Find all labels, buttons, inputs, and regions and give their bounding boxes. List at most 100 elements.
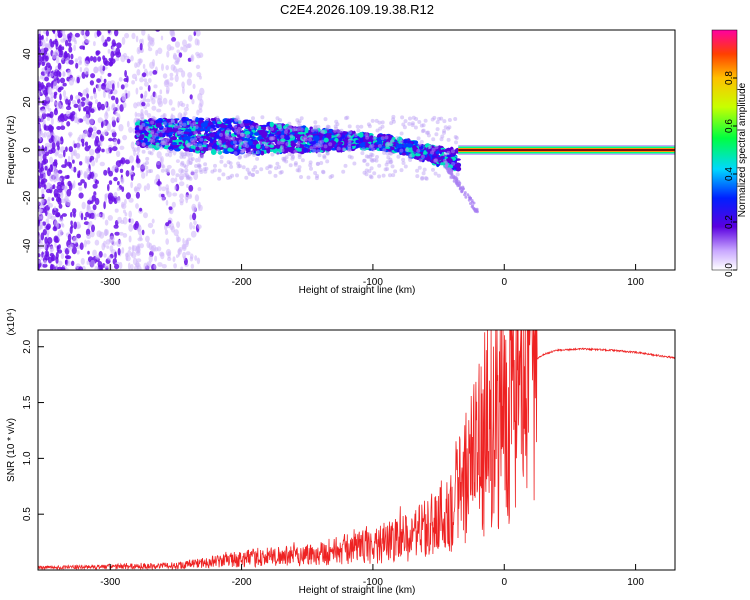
spectrogram-tail-cell [446,167,449,171]
spectrogram-noise-cell [78,60,82,66]
spectrogram-halo-cell [413,125,418,130]
spectrogram-halo-cell [147,169,152,174]
spectrogram-halo-cell [141,142,146,147]
spectrogram-band-cell [441,149,445,153]
spectrogram-band-cell [206,135,211,141]
spectrogram-noise-cell [90,55,94,62]
colorbar-tick-label: 0.2 [724,215,735,229]
spectrogram-noise-cell [89,171,92,179]
spectrogram-noise-cell [140,164,146,172]
spectrogram-halo-cell [247,172,252,177]
spectrogram-noise-cell [125,192,131,200]
spectrogram-noise-cell [175,41,180,48]
spectrogram-noise-cell [146,183,151,191]
spectrogram-noise-cell [79,45,85,50]
spectrogram-noise-cell [124,199,127,205]
spectrogram-noise-cell [197,39,200,46]
spectrogram-noise-cell [78,186,83,191]
spectrogram-noise-cell [85,211,90,218]
spectrogram-band-cell [233,149,240,156]
spectrogram-noise-cell [141,172,146,179]
spectrogram-halo-cell [275,161,280,166]
spectrogram-noise-cell [113,191,118,199]
spectrogram-band-cell [234,125,240,132]
spectrogram-noise-cell [147,47,153,52]
spectrogram-band-cell [272,147,279,154]
spectrogram-y-tick-label: -40 [22,238,33,253]
spectrogram-noise-cell [145,169,148,177]
spectrogram-band-cell [247,137,251,142]
spectrogram-halo-cell [149,169,154,173]
spectrogram-band-cell [194,135,202,141]
spectrogram-noise-cell [161,63,164,71]
spectrogram-halo-cell [277,123,282,127]
spectrogram-noise-cell [135,158,141,164]
spectrogram-noise-cell [169,30,175,36]
spectrogram-halo-cell [148,138,153,143]
spectrogram-noise-cell [57,145,60,151]
spectrogram-halo-cell [138,126,143,131]
spectrogram-band-cell [212,127,217,131]
spectrogram-band-cell [401,139,408,144]
spectrogram-noise-cell [107,256,112,261]
snr-x-tick-label: 100 [627,577,644,588]
spectrogram-halo-cell [233,151,238,156]
spectrogram-noise-cell [95,50,100,56]
spectrogram-noise-cell [111,83,115,91]
spectrogram-noise-cell [165,65,169,71]
spectrogram-halo-cell [415,174,420,179]
spectrogram-noise-cell [139,86,143,91]
spectrogram-noise-cell [53,91,58,96]
spectrogram-noise-cell [107,49,111,54]
spectrogram-noise-cell [110,95,116,101]
spectrogram-band-cell [269,121,274,128]
spectrogram-halo-cell [355,124,360,129]
spectrogram-noise-cell [72,208,77,214]
spectrogram-noise-cell [115,150,121,157]
spectrogram-halo-cell [419,139,424,144]
spectrogram-noise-cell [128,235,132,243]
spectrogram-noise-cell [38,175,41,182]
spectrogram-noise-cell [62,90,67,98]
spectrogram-halo-cell [217,168,222,173]
spectrogram-noise-cell [136,183,142,190]
spectrogram-noise-cell [80,30,85,35]
spectrogram-noise-cell [116,239,122,247]
spectrogram-noise-cell [101,212,105,220]
spectrogram-halo-cell [454,140,458,145]
spectrogram-tail-cell [444,161,448,165]
spectrogram-noise-cell [175,159,180,164]
spectrogram-band-cell [339,147,344,152]
spectrogram-noise-cell [174,60,180,65]
spectrogram-tail-cell [474,208,477,212]
spectrogram-noise-cell [41,188,45,195]
spectrogram-band-cell [376,137,383,143]
spectrogram-halo-cell [372,158,377,162]
spectrogram-halo-cell [451,161,456,166]
spectrogram-noise-cell [161,264,167,269]
colorbar: 0.0 0.2 0.4 0.6 0.8 Normalized spectral ampl… [711,29,748,277]
spectrogram-halo-cell [160,168,165,173]
spectrogram-band-cell [284,135,291,141]
spectrogram-noise-cell [173,229,179,237]
spectrogram-band-cell [194,124,201,127]
spectrogram-noise-cell [45,210,48,217]
spectrogram-noise-cell [112,89,118,95]
spectrogram-halo-cell [404,148,409,152]
spectrogram-noise-cell [140,93,144,99]
spectrogram-halo-cell [180,169,185,174]
snr-y-tick-label: 1.5 [22,395,33,409]
spectrogram-noise-cell [182,39,187,47]
spectrogram-noise-cell [71,260,75,266]
spectrogram-noise-cell [50,81,54,89]
spectrogram-halo-cell [454,136,459,140]
spectrogram-halo-cell [389,159,394,164]
spectrogram-halo-cell [417,142,422,147]
spectrogram-noise-cell [60,125,66,130]
spectrogram-noise-cell [61,198,67,204]
snr-frame [37,329,676,571]
spectrogram-tail-cell [450,175,453,179]
spectrogram-halo-cell [352,161,357,166]
spectrogram-noise-cell [95,135,100,144]
spectrogram-noise-cell [108,170,113,177]
